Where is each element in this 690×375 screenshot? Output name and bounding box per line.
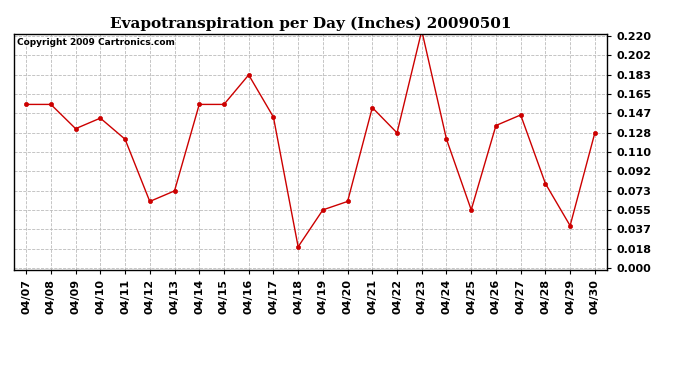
Text: Copyright 2009 Cartronics.com: Copyright 2009 Cartronics.com bbox=[17, 39, 175, 48]
Title: Evapotranspiration per Day (Inches) 20090501: Evapotranspiration per Day (Inches) 2009… bbox=[110, 17, 511, 31]
